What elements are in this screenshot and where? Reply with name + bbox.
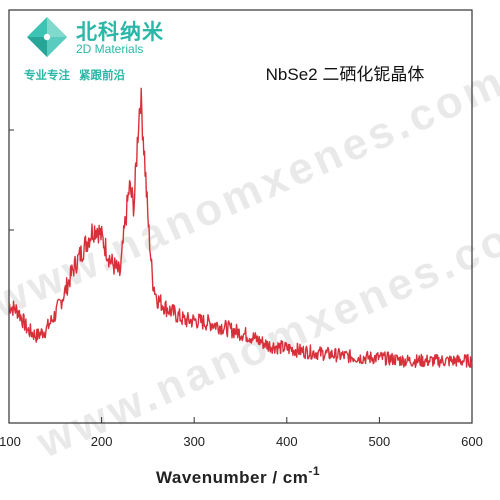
chart-title: NbSe2 二硒化铌晶体 <box>266 65 425 84</box>
slogan-right: 紧跟前沿 <box>79 70 125 82</box>
plot-frame <box>8 9 473 424</box>
x-tick-label: 600 <box>461 434 483 449</box>
x-axis-label-text: Wavenumber / cm <box>156 468 308 487</box>
x-tick-label: 300 <box>183 434 205 449</box>
brand-subtitle: 2D Materials <box>76 42 144 56</box>
x-tick-label: 400 <box>276 434 298 449</box>
x-tick-label: 100 <box>0 434 21 449</box>
x-ticks: 100 200 300 400 500 600 <box>0 417 483 449</box>
x-axis-label: Wavenumber / cm-1 <box>156 464 320 487</box>
x-axis-label-exponent: -1 <box>308 464 320 478</box>
brand-slogan: 专业专注 紧跟前沿 <box>24 67 125 83</box>
series-line-spectrum <box>8 87 473 369</box>
x-tick-label: 500 <box>369 434 391 449</box>
slogan-left: 专业专注 <box>24 70 70 82</box>
brand-diamond-icon <box>27 17 67 57</box>
brand-name: 北科纳米 <box>76 21 164 44</box>
x-tick-label: 200 <box>91 434 113 449</box>
brand-logo: 北科纳米 2D Materials 专业专注 紧跟前沿 <box>16 14 166 84</box>
